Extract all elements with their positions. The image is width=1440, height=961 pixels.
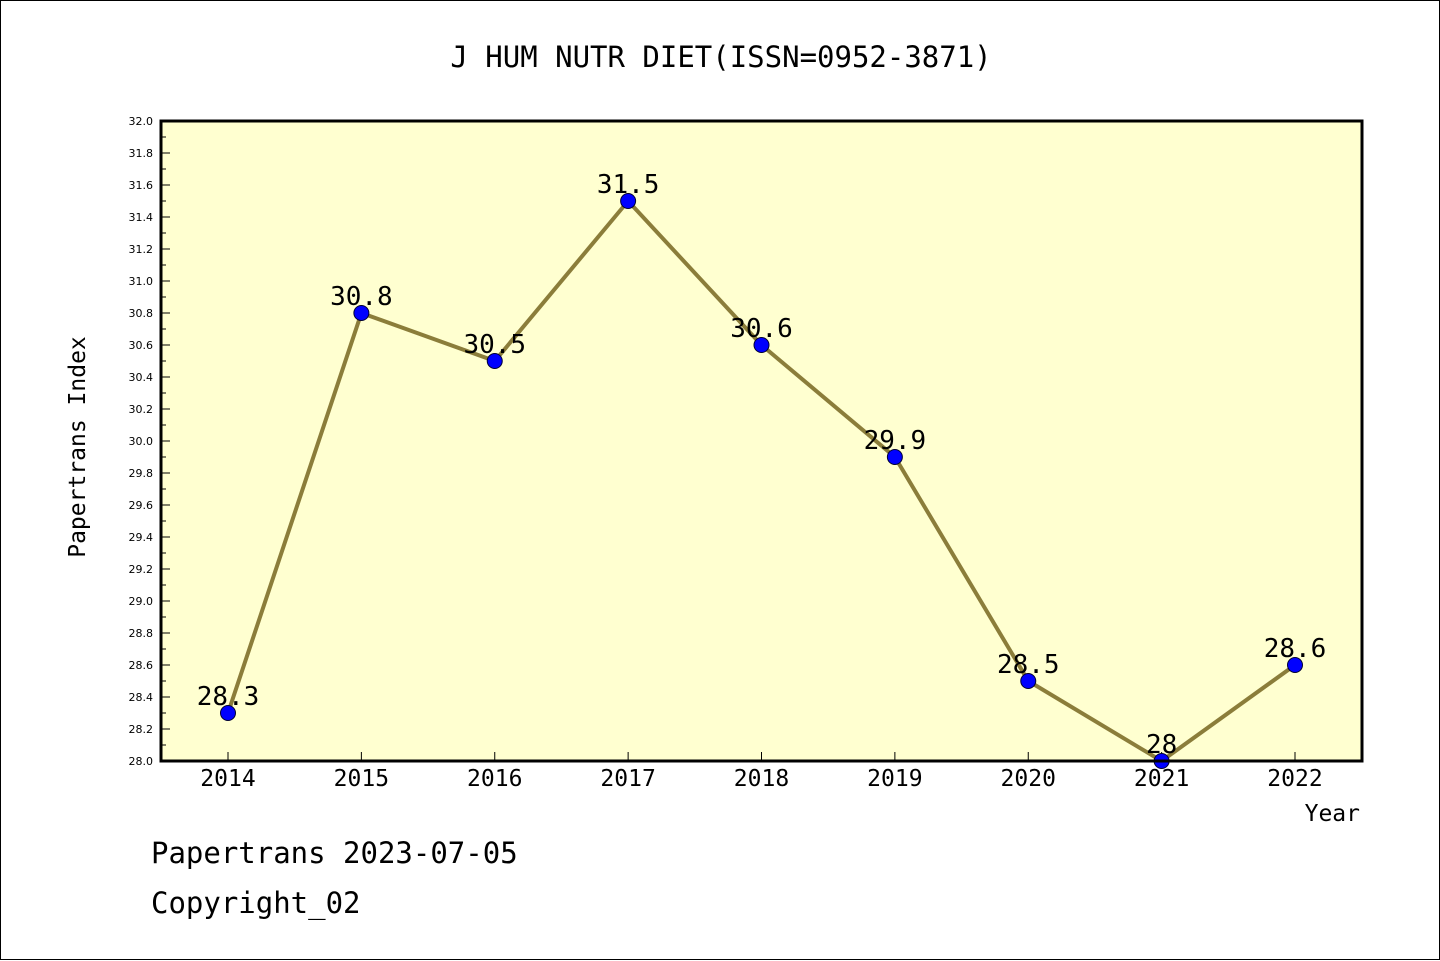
y-tick-label: 30.4 [129, 371, 154, 384]
y-axis: 28.0 28.2 28.4 28.6 28.8 29.0 29.2 29.4 29.6 29.8… [129, 115, 170, 768]
x-axis: 2014 2015 2016 2017 2018 2019 2020 2021 2022 [200, 752, 1323, 792]
y-tick-label: 29.6 [129, 499, 154, 512]
x-tick-label: 2021 [1134, 766, 1189, 792]
chart-title: J HUM NUTR DIET(ISSN=0952-3871) [450, 40, 991, 74]
y-tick-label: 29.4 [129, 531, 154, 544]
x-tick-label: 2017 [600, 766, 655, 792]
y-tick-label: 30.6 [129, 339, 154, 352]
series-markers [220, 193, 1303, 769]
y-tick-label: 30.0 [129, 435, 154, 448]
data-label: 30.6 [730, 314, 793, 344]
data-point [353, 305, 370, 321]
data-point [486, 353, 503, 369]
y-tick-label: 31.8 [129, 147, 154, 160]
x-tick-label: 2014 [200, 766, 255, 792]
x-tick-label: 2019 [867, 766, 922, 792]
y-tick-label: 28.8 [129, 627, 154, 640]
data-point [1020, 673, 1037, 689]
data-label: 28.6 [1264, 634, 1327, 664]
footer-copyright-line: Copyright_02 [151, 886, 361, 920]
y-tick-label: 28.6 [129, 659, 154, 672]
data-point [886, 449, 903, 465]
y-tick-label: 28.0 [129, 755, 154, 768]
data-label: 30.8 [330, 282, 393, 312]
x-tick-label: 2018 [734, 766, 789, 792]
data-label: 28.3 [197, 682, 260, 712]
y-tick-label: 30.8 [129, 307, 154, 320]
data-point [753, 337, 770, 353]
plot-border [159, 119, 1364, 763]
data-point [620, 193, 637, 209]
data-point [1287, 657, 1303, 673]
y-tick-label: 31.0 [129, 275, 154, 288]
data-label: 29.9 [864, 426, 927, 456]
y-tick-label: 30.2 [129, 403, 154, 416]
x-tick-label: 2015 [334, 766, 389, 792]
y-axis-label: Papertrans Index [65, 336, 91, 558]
y-tick-label: 29.2 [129, 563, 154, 576]
data-label: 28.5 [997, 650, 1060, 680]
data-labels: 28.3 30.8 30.5 31.5 30.6 29.9 28.5 28 28.6 [197, 170, 1327, 760]
y-tick-label: 29.8 [129, 467, 154, 480]
x-tick-label: 2016 [467, 766, 522, 792]
data-label: 30.5 [463, 330, 526, 360]
x-tick-label: 2022 [1267, 766, 1322, 792]
y-tick-label: 31.6 [129, 179, 154, 192]
y-tick-label: 28.4 [129, 691, 154, 704]
y-tick-label: 31.2 [129, 243, 154, 256]
y-tick-label: 32.0 [129, 115, 154, 128]
data-label: 28 [1146, 730, 1177, 760]
data-point [220, 705, 236, 721]
y-tick-label: 31.4 [129, 211, 154, 224]
x-tick-label: 2020 [1001, 766, 1056, 792]
data-label: 31.5 [597, 170, 660, 200]
plot-area [161, 121, 1362, 761]
x-axis-label: Year [1305, 801, 1360, 827]
y-tick-label: 28.2 [129, 723, 154, 736]
y-tick-label: 29.0 [129, 595, 154, 608]
footer-date-line: Papertrans 2023-07-05 [151, 836, 518, 870]
